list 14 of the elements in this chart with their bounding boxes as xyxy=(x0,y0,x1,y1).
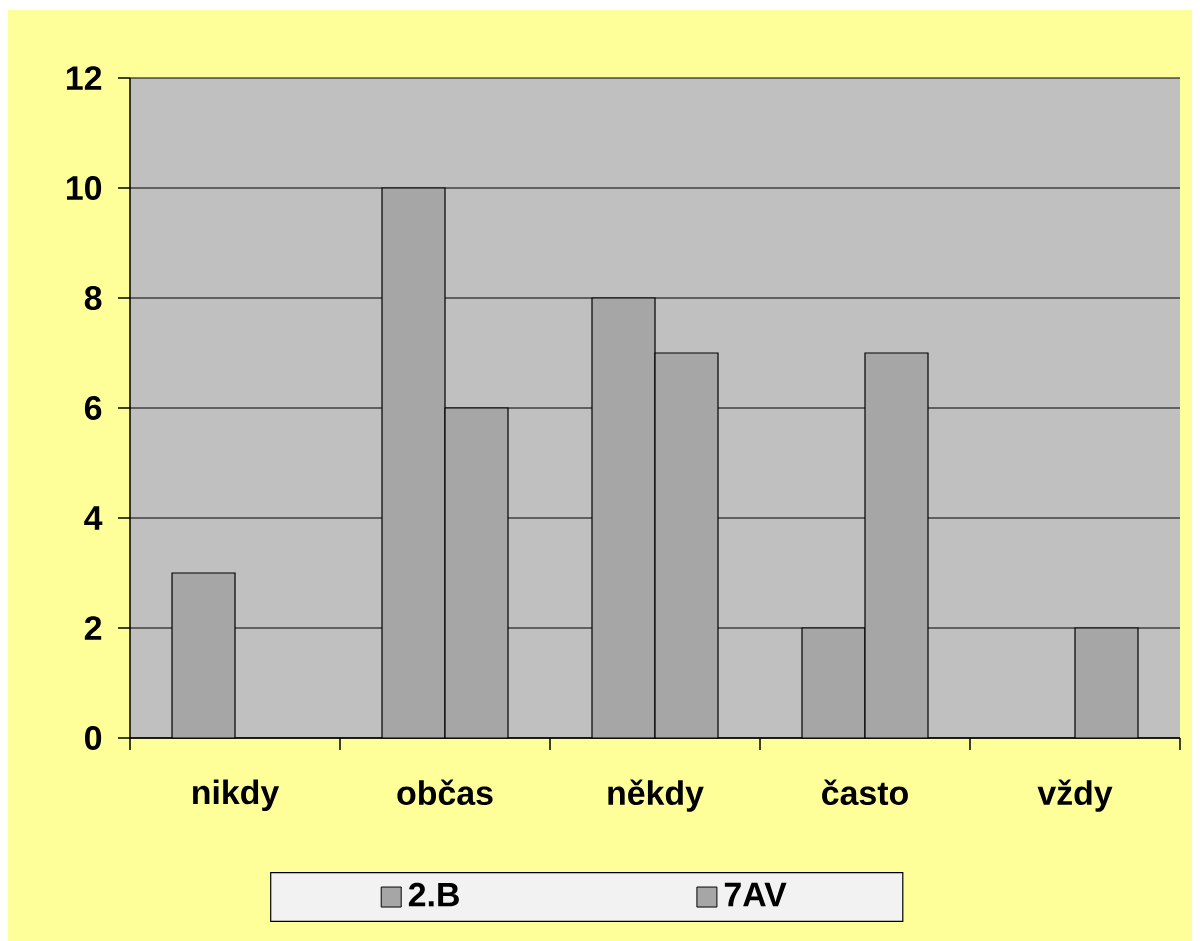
x-tick-label: nikdy xyxy=(193,779,280,812)
y-tick-label: 12 xyxy=(66,66,102,90)
y-tick-label: 0 xyxy=(85,725,102,750)
y-tick-label: 6 xyxy=(84,395,102,420)
x-tick-label: někdy xyxy=(608,779,704,812)
x-tick-label: často xyxy=(822,779,908,806)
y-tick-label: 10 xyxy=(66,175,102,200)
y-tick-label: 4 xyxy=(84,506,103,530)
x-tick-label: občas xyxy=(397,779,493,806)
x-tick-label: vždy xyxy=(1037,779,1113,812)
y-tick-label: 8 xyxy=(84,285,102,310)
legend-label: 7AV xyxy=(724,882,787,907)
y-tick-label: 2 xyxy=(84,616,102,640)
legend-label: 2.B xyxy=(408,882,459,907)
